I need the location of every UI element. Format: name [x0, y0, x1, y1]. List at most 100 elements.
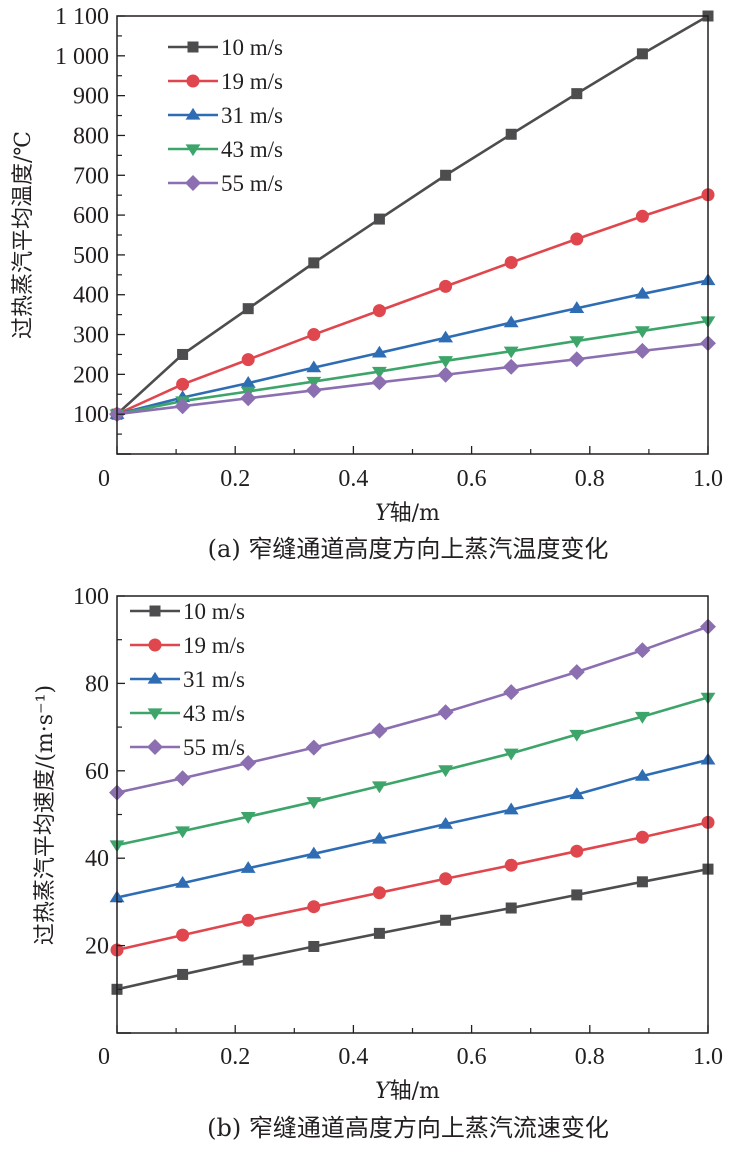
axes: 0 0.2 0.4 0.6 0.8 1.0 100 200 300 400 500 600 700 800…	[55, 4, 723, 492]
x-tick-label: 1.0	[693, 1044, 723, 1070]
data-point	[634, 768, 650, 781]
data-point	[439, 279, 453, 293]
data-point	[634, 642, 651, 659]
x-tick-label: 0.4	[338, 466, 368, 492]
data-point	[372, 886, 386, 900]
x-tick-label: 0.2	[220, 466, 250, 492]
legend-item: 10 m/s	[168, 35, 283, 60]
y-tick-label: 20	[85, 934, 109, 960]
data-point	[437, 366, 454, 383]
x-tick-label: 0.4	[338, 1044, 368, 1070]
y-tick-label: 80	[85, 671, 109, 697]
legend-marker-icon	[147, 708, 163, 721]
data-point	[305, 382, 322, 399]
data-point	[241, 913, 255, 927]
y-tick-label: 800	[73, 123, 109, 149]
series-line-10ms	[116, 867, 709, 991]
y-tick-label: 100	[73, 402, 109, 428]
x-tick-label: 0.8	[575, 466, 605, 492]
data-point	[240, 861, 256, 873]
data-point	[240, 375, 256, 388]
legend-label: 10 m/s	[221, 35, 283, 60]
data-point	[174, 770, 191, 787]
x-axis-title-rest: 轴/m	[390, 501, 440, 526]
data-point	[570, 232, 584, 246]
data-point	[440, 914, 452, 926]
panel-velocity: 0 0.2 0.4 0.6 0.8 1.0 20 40 60 80 100 10 m/s 19 m/s…	[33, 584, 723, 1142]
plot-marks	[109, 10, 716, 423]
data-point	[176, 928, 190, 942]
data-point	[504, 858, 518, 872]
x-tick-label: 0.8	[575, 1044, 605, 1070]
legend-marker-icon	[186, 74, 200, 88]
data-point	[371, 722, 388, 739]
data-point	[177, 348, 189, 360]
data-point	[305, 739, 322, 756]
data-point	[240, 754, 257, 771]
data-point	[569, 301, 585, 313]
data-point	[439, 872, 453, 886]
data-point	[634, 286, 650, 299]
y-tick-label: 400	[73, 283, 109, 309]
data-point	[438, 816, 454, 829]
data-point	[636, 876, 648, 888]
legend-item: 43 m/s	[168, 137, 283, 162]
data-point	[569, 787, 585, 800]
legend-marker-icon	[147, 671, 163, 684]
series-line-43ms	[116, 696, 709, 847]
data-point	[505, 902, 517, 914]
x-tick-label: 0	[98, 1044, 110, 1070]
legend-label: 43 m/s	[221, 137, 283, 162]
y-tick-label: 60	[85, 759, 109, 785]
legend-item: 55 m/s	[168, 171, 283, 196]
data-point	[371, 366, 387, 379]
x-axis-title-rest: 轴/m	[390, 1079, 440, 1104]
data-point	[177, 968, 189, 980]
data-point	[373, 213, 385, 225]
data-point	[241, 353, 255, 367]
series-line-19ms	[116, 193, 709, 416]
data-point	[242, 954, 254, 966]
caption: (a) 窄缝通道高度方向上蒸汽温度变化	[208, 535, 609, 563]
data-point	[569, 729, 585, 742]
legend-label: 10 m/s	[183, 599, 245, 624]
legend-label: 31 m/s	[221, 103, 283, 128]
data-point	[240, 812, 256, 824]
data-point	[308, 940, 320, 952]
y-tick-label: 1 100	[55, 4, 109, 30]
data-point	[568, 664, 585, 681]
y-axis-title: 过热蒸汽平均温度/℃	[11, 131, 36, 339]
series-line-43ms	[116, 319, 709, 416]
legend-marker-icon	[187, 41, 199, 53]
legend-item: 43 m/s	[130, 701, 245, 726]
legend-label: 43 m/s	[183, 701, 245, 726]
legend-label: 19 m/s	[221, 69, 283, 94]
legend-label: 31 m/s	[183, 667, 245, 692]
x-tick-label: 0.2	[220, 1044, 250, 1070]
data-point	[371, 345, 387, 358]
x-axis-title: Y轴/m	[375, 501, 440, 526]
data-point	[503, 315, 519, 328]
series-line-19ms	[116, 821, 709, 952]
legend-marker-icon	[149, 605, 161, 617]
legend-marker-icon	[185, 107, 201, 120]
data-point	[437, 704, 454, 721]
y-tick-label: 40	[85, 846, 109, 872]
y-tick-label: 500	[73, 243, 109, 269]
data-point	[503, 802, 519, 815]
legend-marker-icon	[185, 144, 201, 157]
legend-item: 31 m/s	[168, 103, 283, 128]
data-point	[635, 209, 649, 223]
x-tick-label: 0.6	[457, 1044, 487, 1070]
y-tick-label: 100	[73, 584, 109, 610]
data-point	[175, 826, 191, 839]
legend-item: 19 m/s	[130, 633, 245, 658]
series-line-31ms	[116, 758, 709, 899]
data-point	[240, 390, 257, 407]
y-tick-label: 600	[73, 203, 109, 229]
y-tick-label: 900	[73, 84, 109, 110]
legend: 10 m/s 19 m/s 31 m/s 43 m/s 55 m/s	[168, 35, 283, 196]
data-point	[373, 927, 385, 939]
data-point	[306, 846, 322, 859]
caption: (b) 窄缝通道高度方向上蒸汽流速变化	[207, 1114, 609, 1142]
